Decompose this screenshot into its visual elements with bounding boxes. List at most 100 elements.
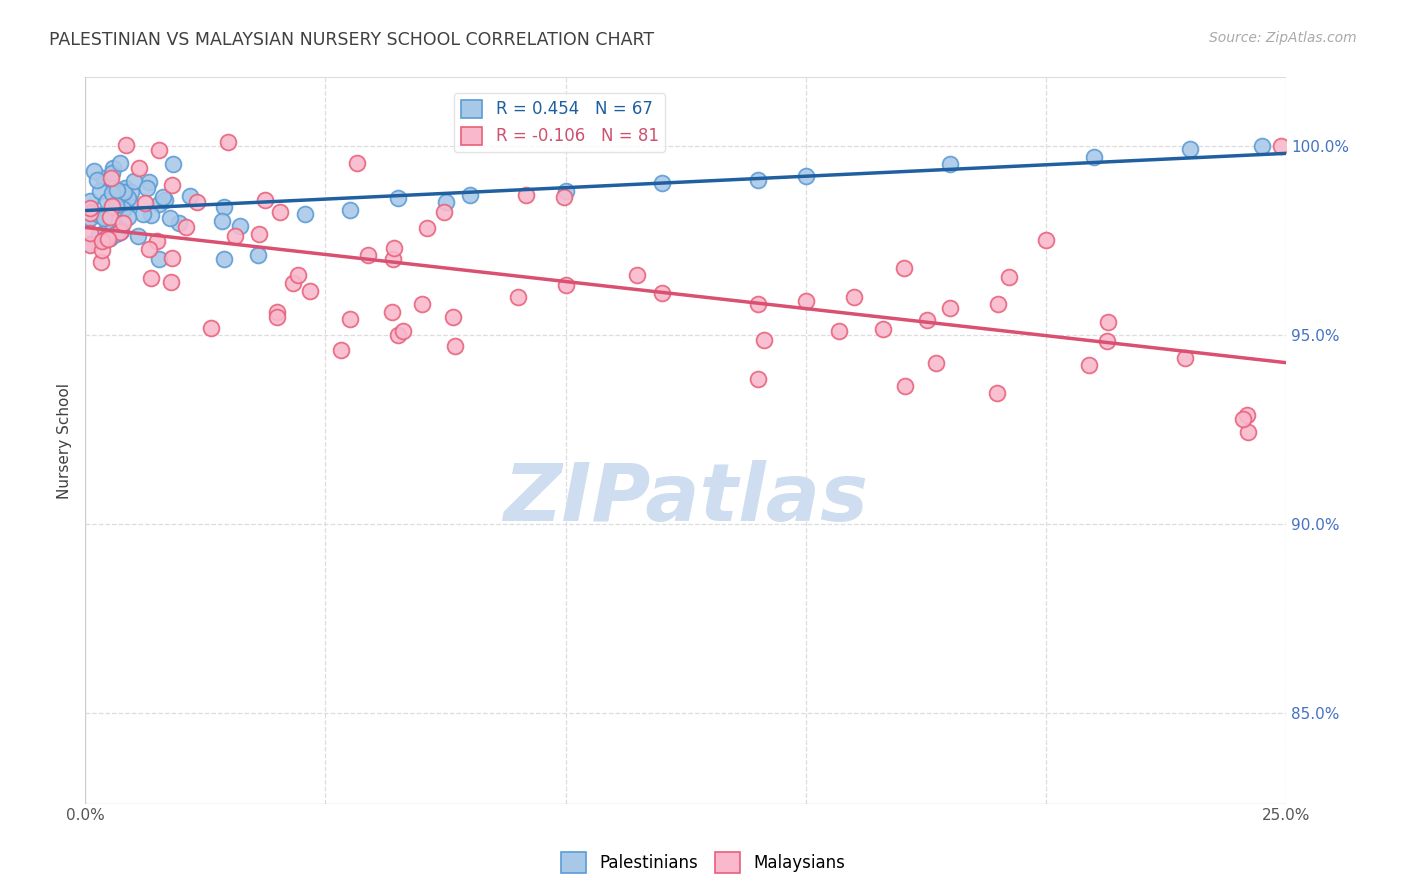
Point: [124, 174, 146, 188]
Point: [108, 225, 131, 239]
Point: [553, 189, 575, 203]
Point: [94, 225, 117, 239]
Point: [387, 191, 409, 205]
Point: [939, 157, 962, 171]
Point: [94, 231, 117, 245]
Point: [101, 166, 124, 180]
Point: [117, 191, 139, 205]
Point: [747, 172, 769, 186]
Point: [107, 195, 129, 210]
Point: [152, 190, 174, 204]
Point: [287, 268, 309, 282]
Point: [1232, 412, 1254, 426]
Point: [115, 137, 138, 152]
Legend: Palestinians, Malaysians: Palestinians, Malaysians: [554, 846, 852, 880]
Point: [112, 185, 135, 199]
Point: [651, 177, 673, 191]
Point: [139, 271, 162, 285]
Point: [79, 204, 101, 219]
Point: [1083, 150, 1105, 164]
Point: [93, 211, 115, 225]
Point: [114, 180, 136, 194]
Text: ZIPatlas: ZIPatlas: [503, 459, 868, 538]
Point: [148, 143, 170, 157]
Point: [299, 284, 322, 298]
Point: [212, 200, 235, 214]
Point: [127, 229, 149, 244]
Point: [118, 195, 141, 210]
Point: [89, 228, 111, 243]
Point: [893, 261, 915, 276]
Point: [217, 135, 239, 149]
Point: [91, 243, 114, 257]
Point: [174, 219, 197, 234]
Point: [98, 211, 121, 225]
Point: [128, 161, 150, 176]
Point: [112, 216, 135, 230]
Point: [346, 156, 368, 170]
Point: [108, 155, 131, 169]
Point: [794, 169, 817, 183]
Point: [120, 185, 142, 199]
Point: [827, 324, 849, 338]
Point: [515, 187, 537, 202]
Point: [434, 195, 457, 210]
Point: [155, 194, 177, 208]
Point: [136, 181, 159, 195]
Point: [382, 241, 405, 255]
Point: [894, 379, 917, 393]
Point: [97, 232, 120, 246]
Point: [381, 305, 404, 319]
Point: [107, 226, 129, 240]
Point: [101, 186, 124, 201]
Point: [1035, 233, 1057, 247]
Point: [391, 324, 413, 338]
Point: [105, 183, 128, 197]
Point: [1097, 315, 1119, 329]
Text: Source: ZipAtlas.com: Source: ZipAtlas.com: [1209, 31, 1357, 45]
Point: [146, 234, 169, 248]
Point: [160, 275, 183, 289]
Point: [554, 278, 576, 293]
Point: [179, 188, 201, 202]
Point: [752, 333, 775, 347]
Text: PALESTINIAN VS MALAYSIAN NURSERY SCHOOL CORRELATION CHART: PALESTINIAN VS MALAYSIAN NURSERY SCHOOL …: [49, 31, 654, 49]
Point: [105, 227, 128, 241]
Point: [269, 205, 291, 219]
Point: [987, 297, 1010, 311]
Point: [79, 211, 101, 225]
Point: [148, 252, 170, 266]
Point: [79, 237, 101, 252]
Point: [872, 322, 894, 336]
Point: [443, 310, 465, 325]
Point: [651, 286, 673, 301]
Point: [794, 293, 817, 308]
Point: [134, 195, 156, 210]
Point: [100, 230, 122, 244]
Point: [554, 184, 576, 198]
Point: [90, 255, 112, 269]
Point: [139, 208, 162, 222]
Point: [411, 297, 433, 311]
Point: [747, 297, 769, 311]
Point: [1078, 359, 1101, 373]
Point: [266, 305, 288, 319]
Point: [114, 202, 136, 216]
Y-axis label: Nursery School: Nursery School: [58, 383, 72, 499]
Point: [101, 199, 124, 213]
Point: [1095, 334, 1118, 348]
Point: [339, 312, 361, 326]
Point: [167, 216, 190, 230]
Point: [108, 225, 131, 239]
Point: [89, 184, 111, 198]
Point: [1270, 138, 1292, 153]
Point: [138, 175, 160, 189]
Point: [138, 242, 160, 256]
Point: [939, 301, 962, 315]
Point: [986, 386, 1008, 401]
Point: [93, 171, 115, 186]
Point: [186, 194, 208, 209]
Point: [86, 173, 108, 187]
Point: [101, 161, 124, 175]
Point: [90, 234, 112, 248]
